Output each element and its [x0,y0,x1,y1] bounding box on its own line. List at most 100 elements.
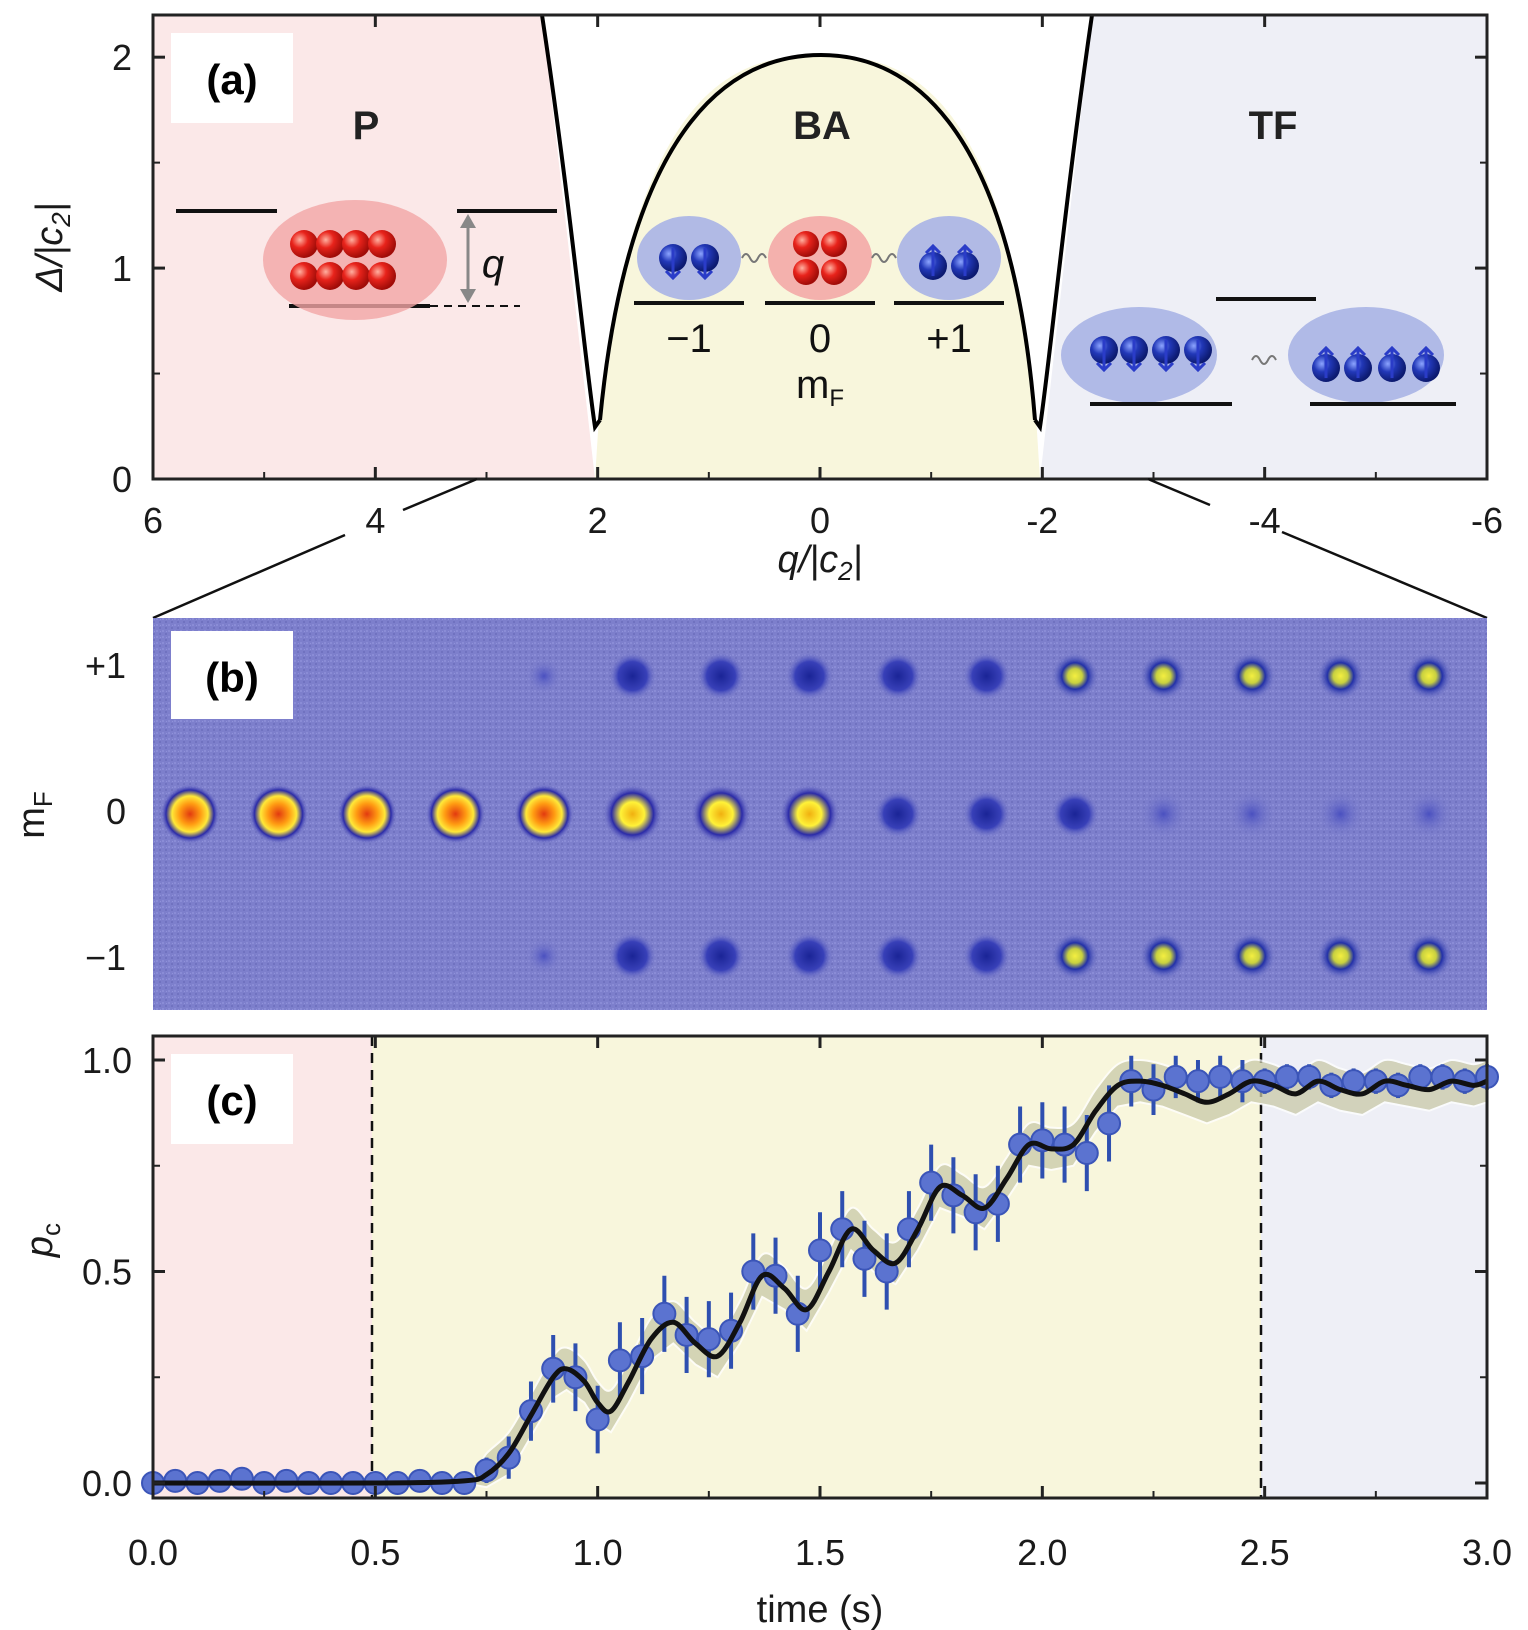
spin-arrow-head [1317,345,1335,357]
data-point [808,1238,832,1263]
data-point [585,1407,610,1432]
mf-level-minus1: −1 [666,317,712,361]
y-tick-label-a: 1 [112,248,132,289]
row-label-minus1: −1 [85,937,126,978]
spin-arrow-head [696,269,714,281]
p-phase-illustration: q [176,200,557,320]
atom [342,230,370,258]
atom-cloud-spot [785,652,834,700]
data-point [607,1348,632,1373]
x-tick-label-c: 0.5 [350,1532,400,1573]
zoom-line-right2 [1281,530,1488,620]
atom [368,230,396,258]
atom-cloud-spot [691,784,751,844]
row-label-0: 0 [106,791,126,832]
phase-region-tf [1040,15,1487,479]
panel-c-tag-box [171,1054,293,1144]
panel-b-tag-box [171,631,293,719]
spin-arrow-head [1125,361,1143,373]
atom-cloud-spot [526,938,562,974]
atom-cloud-spot [337,784,397,844]
data-point [1274,1064,1299,1089]
x-tick-label-a: 6 [143,500,163,541]
gap-curve-p [540,14,602,433]
q-arrow-label: q [482,242,504,286]
gap-curve-tf [1033,14,1094,433]
spin-arrow-head [1157,361,1175,373]
atom-cloud-spot [962,790,1011,838]
mf-level-plus1: +1 [926,317,972,361]
mf-axis-label: mF [796,363,844,412]
tf-phase-illustration [1061,297,1456,406]
spin-arrow-head [1095,361,1113,373]
zoom-line-left [402,477,478,512]
atom-cloud-spot [1139,790,1188,838]
atom [290,262,318,290]
spin-arrow-head [1189,361,1207,373]
atom-cloud-spot [779,784,840,844]
data-point [696,1327,721,1352]
x-tick-label-a: 0 [810,500,830,541]
data-point [1074,1141,1099,1166]
atom [342,262,370,290]
x-tick-label-c: 3.0 [1462,1532,1512,1573]
y-tick-label-a: 2 [112,37,132,78]
atom-cloud-spot [1051,932,1099,980]
atom-cloud-spot [1228,932,1276,980]
data-point [852,1246,877,1271]
atom-cloud-spot [697,932,745,980]
spin-arrow-head [924,243,942,255]
atom-cloud-spot [874,932,922,980]
atom-cloud-spot [608,932,657,980]
spin-arrow-head [1383,345,1401,357]
x-tick-label-a: -4 [1249,500,1281,541]
x-tick-label-c: 1.5 [795,1532,845,1573]
atom-cloud-spot [1139,932,1188,980]
atom-cloud-spot [1228,790,1276,838]
atom-cloud-spot [1051,790,1099,838]
atom-cloud-spot [874,790,922,838]
atom-cloud-spot [1316,790,1365,838]
panel-c-pc-vs-time: 0.0 0.5 1.0 1.5 2.0 2.5 3.0 0.0 0.5 1.0 (c) time … [19,1034,1512,1630]
spin-arrow-head [1417,345,1435,357]
phase-label-p: P [353,104,380,148]
panel-c-tag: (c) [206,1077,257,1124]
atom-cloud-spot [697,652,745,700]
atom-cloud-spot [602,784,663,844]
x-tick-label-a: -6 [1471,500,1503,541]
axis-a-xlabel: q/|c2| [778,539,863,586]
zoom-line-left2 [152,533,346,620]
axis-c-xlabel: time (s) [757,1589,884,1630]
phase-label-tf: TF [1249,104,1298,148]
y-tick-label-c: 0.0 [82,1463,132,1504]
panel-b-tag: (b) [205,654,259,701]
atom [821,231,847,257]
panel-b-absorption-images: (b) +1 0 −1 mF [11,618,1487,1010]
x-tick-label-c: 2.0 [1017,1532,1067,1573]
y-tick-label-c: 0.5 [82,1252,132,1293]
ba-phase-illustration: −1 0 +1 mF [634,216,1004,412]
atom-cloud-spot [1405,652,1453,700]
atom-cloud-spot [526,658,562,694]
theory-curve [152,1078,1488,1486]
axis-c-ylabel: pc [19,1223,66,1258]
atom [793,259,819,285]
atom-cloud-spot [1051,652,1099,700]
spin-arrow-head [956,243,974,255]
atom [290,230,318,258]
atom-cloud-spot [248,784,309,844]
atom-cloud-spot [1316,652,1365,700]
panel-a-tag: (a) [206,56,257,103]
atom [316,262,344,290]
gap-curve-ba [598,52,1037,421]
y-tick-label-a: 0 [112,459,132,500]
axis-a-ylabel: Δ/|c2| [29,202,76,292]
data-point [229,1466,254,1491]
atom [368,262,396,290]
panel-a-tag-box [171,33,293,123]
atom-cloud-spot [874,652,922,700]
atom-cloud-spot [1228,652,1276,700]
panel-b-ylabel: mF [11,791,58,839]
